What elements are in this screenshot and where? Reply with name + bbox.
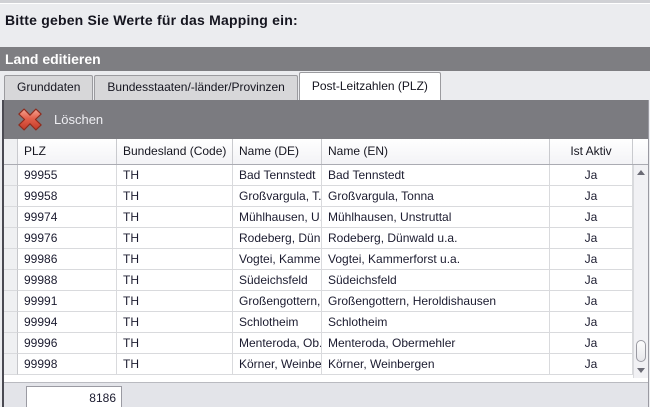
table-row[interactable]: 99988 TH Südeichsfeld Südeichsfeld Ja [4,270,633,291]
row-selector[interactable] [4,354,18,375]
cell-ist-aktiv: Ja [550,249,633,270]
cell-ist-aktiv: Ja [550,354,633,375]
table-row[interactable]: 99996 TH Menteroda, Ob... Menteroda, Obe… [4,333,633,354]
row-selector[interactable] [4,312,18,333]
cell-bundesland: TH [117,165,233,186]
cell-bundesland: TH [117,312,233,333]
cell-name-de: Bad Tennstedt [233,165,322,186]
table-header: PLZ Bundesland (Code) Name (DE) Name (EN… [4,139,648,165]
cell-plz: 99974 [18,207,117,228]
row-selector[interactable] [4,270,18,291]
cell-plz: 99996 [18,333,117,354]
table-row[interactable]: 99998 TH Körner, Weinbe... Körner, Weinb… [4,354,633,375]
header-bundesland[interactable]: Bundesland (Code) [117,139,233,164]
cell-name-de: Menteroda, Ob... [233,333,322,354]
cell-name-en: Rodeberg, Dünwald u.a. [322,228,550,249]
cell-plz: 99991 [18,291,117,312]
cell-name-en: Großvargula, Tonna [322,186,550,207]
cell-ist-aktiv: Ja [550,270,633,291]
scroll-up-button[interactable] [634,165,648,180]
table-body: 99955 TH Bad Tennstedt Bad Tennstedt Ja … [4,165,648,382]
triangle-down-icon [637,368,645,373]
cell-name-en: Menteroda, Obermehler [322,333,550,354]
tab-strip: Grunddaten Bundesstaaten/-länder/Provinz… [4,72,442,100]
cell-bundesland: TH [117,291,233,312]
cell-name-de: Südeichsfeld [233,270,322,291]
row-selector[interactable] [4,333,18,354]
cell-name-en: Großengottern, Heroldishausen [322,291,550,312]
cell-ist-aktiv: Ja [550,333,633,354]
tab-post-leitzahlen[interactable]: Post-Leitzahlen (PLZ) [298,72,441,100]
cell-ist-aktiv: Ja [550,312,633,333]
table-row[interactable]: 99958 TH Großvargula, T... Großvargula, … [4,186,633,207]
header-name-de[interactable]: Name (DE) [233,139,322,164]
page-title: Bitte geben Sie Werte für das Mapping ei… [5,12,298,28]
table-footer: 8186 [4,382,648,407]
record-count-field[interactable]: 8186 [26,386,122,407]
table-row[interactable]: 99994 TH Schlotheim Schlotheim Ja [4,312,633,333]
row-selector[interactable] [4,291,18,312]
header-plz[interactable]: PLZ [18,139,117,164]
scroll-down-button[interactable] [634,363,648,378]
table-row[interactable]: 99974 TH Mühlhausen, U... Mühlhausen, Un… [4,207,633,228]
row-selector[interactable] [4,186,18,207]
header-row-selector [4,139,18,164]
cell-ist-aktiv: Ja [550,228,633,249]
window-top-strip [0,0,650,4]
cell-name-en: Schlotheim [322,312,550,333]
cell-name-en: Mühlhausen, Unstruttal [322,207,550,228]
delete-button[interactable]: Löschen [16,107,103,132]
cell-plz: 99955 [18,165,117,186]
triangle-up-icon [637,170,645,175]
table-row[interactable]: 99986 TH Vogtei, Kammer... Vogtei, Kamme… [4,249,633,270]
cell-bundesland: TH [117,249,233,270]
cell-name-de: Mühlhausen, U... [233,207,322,228]
red-x-delete-icon [18,108,42,131]
row-selector[interactable] [4,207,18,228]
cell-bundesland: TH [117,333,233,354]
header-ist-aktiv[interactable]: Ist Aktiv [550,139,633,164]
cell-bundesland: TH [117,354,233,375]
cell-plz: 99976 [18,228,117,249]
table-row[interactable]: 99991 TH Großengottern,... Großengottern… [4,291,633,312]
cell-plz: 99958 [18,186,117,207]
cell-plz: 99986 [18,249,117,270]
cell-name-de: Großvargula, T... [233,186,322,207]
cell-name-en: Bad Tennstedt [322,165,550,186]
header-name-en[interactable]: Name (EN) [322,139,550,164]
cell-name-de: Rodeberg, Dün... [233,228,322,249]
cell-name-en: Vogtei, Kammerforst u.a. [322,249,550,270]
panel-header: Land editieren [0,47,650,71]
table-row[interactable]: 99955 TH Bad Tennstedt Bad Tennstedt Ja [4,165,633,186]
cell-bundesland: TH [117,228,233,249]
row-selector[interactable] [4,228,18,249]
cell-ist-aktiv: Ja [550,207,633,228]
cell-name-de: Großengottern,... [233,291,322,312]
toolbar: Löschen [4,100,648,139]
cell-plz: 99988 [18,270,117,291]
cell-bundesland: TH [117,270,233,291]
cell-ist-aktiv: Ja [550,291,633,312]
cell-bundesland: TH [117,186,233,207]
cell-name-de: Schlotheim [233,312,322,333]
header-scrollbar-spacer [633,139,648,164]
tab-grunddaten[interactable]: Grunddaten [4,75,94,100]
cell-name-en: Südeichsfeld [322,270,550,291]
cell-bundesland: TH [117,207,233,228]
cell-plz: 99998 [18,354,117,375]
cell-name-en: Körner, Weinbergen [322,354,550,375]
cell-ist-aktiv: Ja [550,186,633,207]
cell-ist-aktiv: Ja [550,165,633,186]
scrollbar-thumb[interactable] [636,340,646,362]
cell-plz: 99994 [18,312,117,333]
row-selector[interactable] [4,165,18,186]
cell-name-de: Vogtei, Kammer... [233,249,322,270]
delete-button-label: Löschen [54,112,104,127]
table-row[interactable]: 99976 TH Rodeberg, Dün... Rodeberg, Dünw… [4,228,633,249]
row-selector[interactable] [4,249,18,270]
plz-tab-panel: Löschen PLZ Bundesland (Code) Name (DE) … [2,100,649,407]
cell-name-de: Körner, Weinbe... [233,354,322,375]
vertical-scrollbar[interactable] [633,165,648,378]
tab-bundesstaaten[interactable]: Bundesstaaten/-länder/Provinzen [94,75,298,100]
